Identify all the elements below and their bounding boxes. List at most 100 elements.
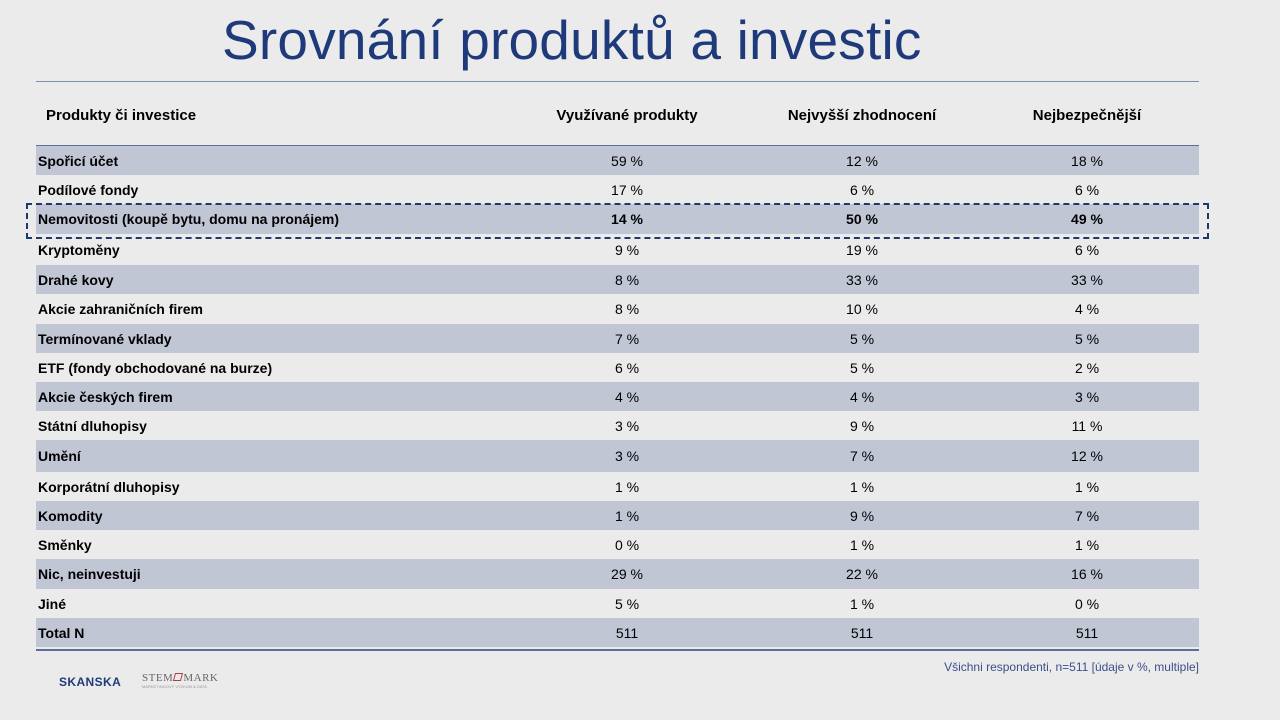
- row-label: Drahé kovy: [38, 271, 114, 288]
- highest-return-cell: 7 %: [849, 448, 875, 464]
- stem-mark-icon: [173, 673, 184, 681]
- header-highest-return: Nejvyšší zhodnocení: [787, 107, 937, 124]
- used-cell: 6 %: [614, 359, 640, 376]
- used-cell: 9 %: [614, 241, 640, 258]
- row-label: Komodity: [38, 507, 103, 524]
- used-cell: 511: [615, 624, 639, 641]
- stem-logo-subtitle: MARKETINGOVÝ VÝZKUM & DATA: [142, 684, 207, 689]
- highest-return-cell: 1 %: [849, 536, 875, 553]
- used-cell: 8 %: [614, 301, 640, 317]
- used-cell: 0 %: [614, 536, 640, 553]
- stem-logo-right: MARK: [183, 672, 219, 684]
- stem-mark-logo: STEM MARK MARKETINGOVÝ VÝZKUM & DATA: [142, 672, 218, 691]
- table-row: Drahé kovy 8 % 33 % 33 %: [36, 265, 1199, 294]
- highest-return-cell: 6 %: [849, 181, 875, 198]
- table-row: Umění 3 % 7 % 12 %: [36, 440, 1199, 472]
- table-body: Spořicí účet 59 % 12 % 18 % Podílové fondy 17…: [36, 146, 1199, 647]
- slide-title: Srovnání produktů a investic: [222, 9, 922, 71]
- highest-return-cell: 1 %: [849, 478, 875, 495]
- title-divider: [36, 81, 1199, 82]
- used-cell: 7 %: [614, 330, 640, 347]
- highest-return-cell: 1 %: [849, 595, 875, 612]
- safest-cell: 511: [1075, 624, 1099, 641]
- highest-return-cell: 9 %: [849, 507, 875, 524]
- highest-return-cell: 50 %: [846, 211, 878, 227]
- highest-return-cell: 19 %: [846, 241, 878, 258]
- highest-return-cell: 9 %: [849, 417, 875, 434]
- table-bottom-divider: [36, 649, 1199, 651]
- safest-cell: 16 %: [1071, 566, 1103, 582]
- table-row: Podílové fondy 17 % 6 % 6 %: [36, 175, 1199, 204]
- table-row: Akcie zahraničních firem 8 % 10 % 4 %: [36, 294, 1199, 324]
- used-cell: 3 %: [614, 448, 640, 464]
- table-row: Korporátní dluhopisy 1 % 1 % 1 %: [36, 472, 1199, 501]
- highest-return-cell: 22 %: [846, 566, 878, 582]
- used-cell: 5 %: [614, 595, 640, 612]
- safest-cell: 1 %: [1074, 536, 1100, 553]
- stem-logo-left: STEM: [142, 672, 174, 684]
- safest-cell: 18 %: [1071, 152, 1103, 169]
- row-label: Akcie zahraničních firem: [38, 301, 203, 317]
- table-row: Státní dluhopisy 3 % 9 % 11 %: [36, 411, 1199, 440]
- footnote: Všichni respondenti, n=511 [údaje v %, m…: [944, 660, 1199, 674]
- safest-cell: 4 %: [1074, 301, 1100, 317]
- safest-cell: 6 %: [1074, 241, 1100, 258]
- safest-cell: 11 %: [1071, 417, 1103, 434]
- used-cell: 59 %: [611, 152, 643, 169]
- table-row: Akcie českých firem 4 % 4 % 3 %: [36, 382, 1199, 411]
- used-cell: 29 %: [611, 566, 643, 582]
- row-label: Korporátní dluhopisy: [38, 478, 180, 495]
- safest-cell: 2 %: [1074, 359, 1100, 376]
- used-cell: 8 %: [614, 271, 640, 288]
- safest-cell: 7 %: [1074, 507, 1100, 524]
- table-row: Total N 511 511 511: [36, 618, 1199, 647]
- row-label: ETF (fondy obchodované na burze): [38, 359, 273, 376]
- highest-return-cell: 10 %: [846, 301, 878, 317]
- safest-cell: 33 %: [1071, 271, 1103, 288]
- safest-cell: 1 %: [1074, 478, 1100, 495]
- row-label: Státní dluhopisy: [38, 417, 147, 434]
- safest-cell: 12 %: [1071, 448, 1103, 464]
- highest-return-cell: 511: [850, 624, 874, 641]
- safest-cell: 3 %: [1074, 388, 1100, 405]
- table-row: ETF (fondy obchodované na burze) 6 % 5 % 2 …: [36, 353, 1199, 382]
- row-label: Kryptoměny: [38, 241, 120, 258]
- table-row: Nic, neinvestuji 29 % 22 % 16 %: [36, 559, 1199, 589]
- row-label: Spořicí účet: [38, 152, 119, 169]
- highest-return-cell: 5 %: [849, 359, 875, 376]
- used-cell: 14 %: [611, 211, 643, 227]
- row-label: Umění: [38, 448, 81, 464]
- row-label: Termínované vklady: [38, 330, 172, 347]
- table-row-highlighted: Nemovitosti (koupě bytu, domu na pronáje…: [36, 204, 1199, 234]
- used-cell: 1 %: [614, 507, 640, 524]
- header-safest: Nejbezpečnější: [1032, 107, 1142, 124]
- table-header-row: Produkty či investice Využívané produkty…: [36, 88, 1199, 146]
- header-products: Produkty či investice: [46, 107, 197, 124]
- row-label: Jiné: [38, 595, 67, 612]
- table-row: Termínované vklady 7 % 5 % 5 %: [36, 324, 1199, 353]
- used-cell: 4 %: [614, 388, 640, 405]
- row-label: Total N: [38, 624, 85, 641]
- row-label: Podílové fondy: [38, 181, 139, 198]
- comparison-table: Produkty či investice Využívané produkty…: [36, 88, 1199, 647]
- row-label: Akcie českých firem: [38, 388, 173, 405]
- safest-cell: 6 %: [1074, 181, 1100, 198]
- table-row: Jiné 5 % 1 % 0 %: [36, 589, 1199, 618]
- table-row: Spořicí účet 59 % 12 % 18 %: [36, 146, 1199, 175]
- table-row: Kryptoměny 9 % 19 % 6 %: [36, 234, 1199, 265]
- safest-cell: 5 %: [1074, 330, 1100, 347]
- row-label: Nemovitosti (koupě bytu, domu na pronáje…: [38, 211, 340, 227]
- header-used-products: Využívané produkty: [556, 107, 698, 124]
- skanska-logo: SKANSKA: [59, 675, 122, 689]
- used-cell: 1 %: [614, 478, 640, 495]
- highest-return-cell: 5 %: [849, 330, 875, 347]
- safest-cell: 0 %: [1074, 595, 1100, 612]
- highest-return-cell: 33 %: [846, 271, 878, 288]
- table-row: Směnky 0 % 1 % 1 %: [36, 530, 1199, 559]
- safest-cell: 49 %: [1071, 211, 1103, 227]
- highest-return-cell: 12 %: [846, 152, 878, 169]
- used-cell: 3 %: [614, 417, 640, 434]
- highest-return-cell: 4 %: [849, 388, 875, 405]
- row-label: Nic, neinvestuji: [38, 566, 141, 582]
- used-cell: 17 %: [611, 181, 643, 198]
